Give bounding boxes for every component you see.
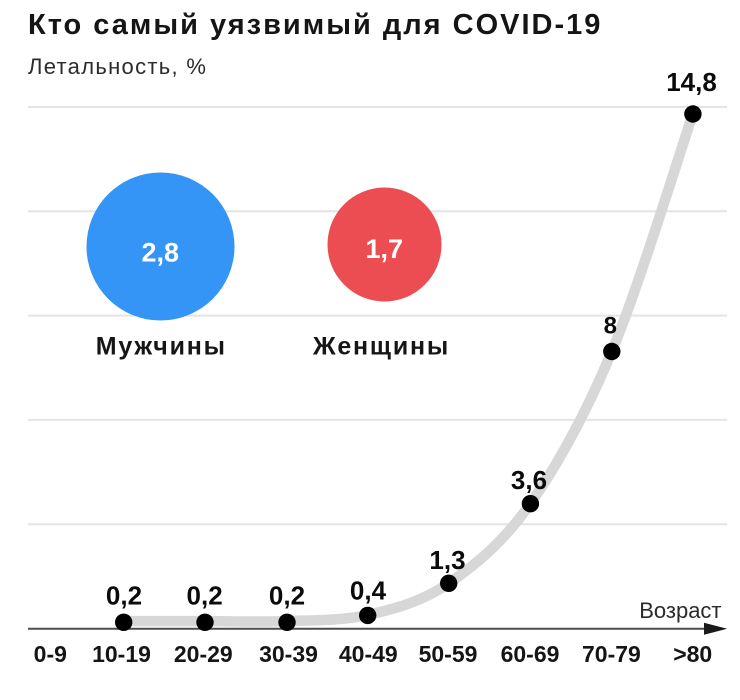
svg-text:0,4: 0,4 <box>350 576 387 606</box>
svg-text:Женщины: Женщины <box>312 333 450 361</box>
svg-text:3,6: 3,6 <box>511 465 547 495</box>
svg-text:1,3: 1,3 <box>429 545 465 575</box>
svg-text:50-59: 50-59 <box>419 641 478 667</box>
svg-text:70-79: 70-79 <box>582 641 641 667</box>
svg-text:0,2: 0,2 <box>269 581 305 611</box>
svg-text:Возраст: Возраст <box>639 598 721 623</box>
svg-text:20-29: 20-29 <box>174 641 233 667</box>
svg-text:40-49: 40-49 <box>339 641 398 667</box>
svg-text:30-39: 30-39 <box>259 641 318 667</box>
svg-text:60-69: 60-69 <box>501 641 560 667</box>
svg-text:Мужчины: Мужчины <box>96 333 227 361</box>
svg-text:2,8: 2,8 <box>142 237 180 267</box>
svg-text:14,8: 14,8 <box>666 67 717 97</box>
svg-text:0,2: 0,2 <box>106 581 142 611</box>
svg-text:0-9: 0-9 <box>34 641 67 667</box>
svg-text:>80: >80 <box>673 641 712 667</box>
svg-text:0,2: 0,2 <box>187 581 223 611</box>
svg-text:10-19: 10-19 <box>92 641 151 667</box>
svg-text:8: 8 <box>604 313 617 340</box>
svg-text:1,7: 1,7 <box>366 234 404 264</box>
